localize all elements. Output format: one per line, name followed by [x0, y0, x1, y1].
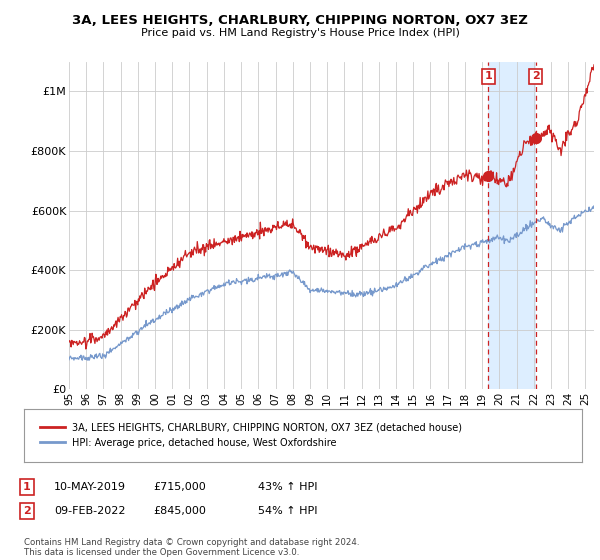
Text: 2: 2 — [532, 72, 539, 82]
Text: 1: 1 — [23, 482, 31, 492]
Text: 09-FEB-2022: 09-FEB-2022 — [54, 506, 125, 516]
Legend: 3A, LEES HEIGHTS, CHARLBURY, CHIPPING NORTON, OX7 3EZ (detached house), HPI: Ave: 3A, LEES HEIGHTS, CHARLBURY, CHIPPING NO… — [34, 417, 468, 454]
Text: 43% ↑ HPI: 43% ↑ HPI — [258, 482, 317, 492]
Text: Contains HM Land Registry data © Crown copyright and database right 2024.
This d: Contains HM Land Registry data © Crown c… — [24, 538, 359, 557]
Text: £845,000: £845,000 — [153, 506, 206, 516]
Bar — [488, 62, 536, 389]
Text: £715,000: £715,000 — [153, 482, 206, 492]
Text: 3A, LEES HEIGHTS, CHARLBURY, CHIPPING NORTON, OX7 3EZ: 3A, LEES HEIGHTS, CHARLBURY, CHIPPING NO… — [72, 14, 528, 27]
Text: 2: 2 — [23, 506, 31, 516]
Text: 1: 1 — [484, 72, 492, 82]
Text: 10-MAY-2019: 10-MAY-2019 — [54, 482, 126, 492]
Text: Price paid vs. HM Land Registry's House Price Index (HPI): Price paid vs. HM Land Registry's House … — [140, 28, 460, 38]
Text: 54% ↑ HPI: 54% ↑ HPI — [258, 506, 317, 516]
